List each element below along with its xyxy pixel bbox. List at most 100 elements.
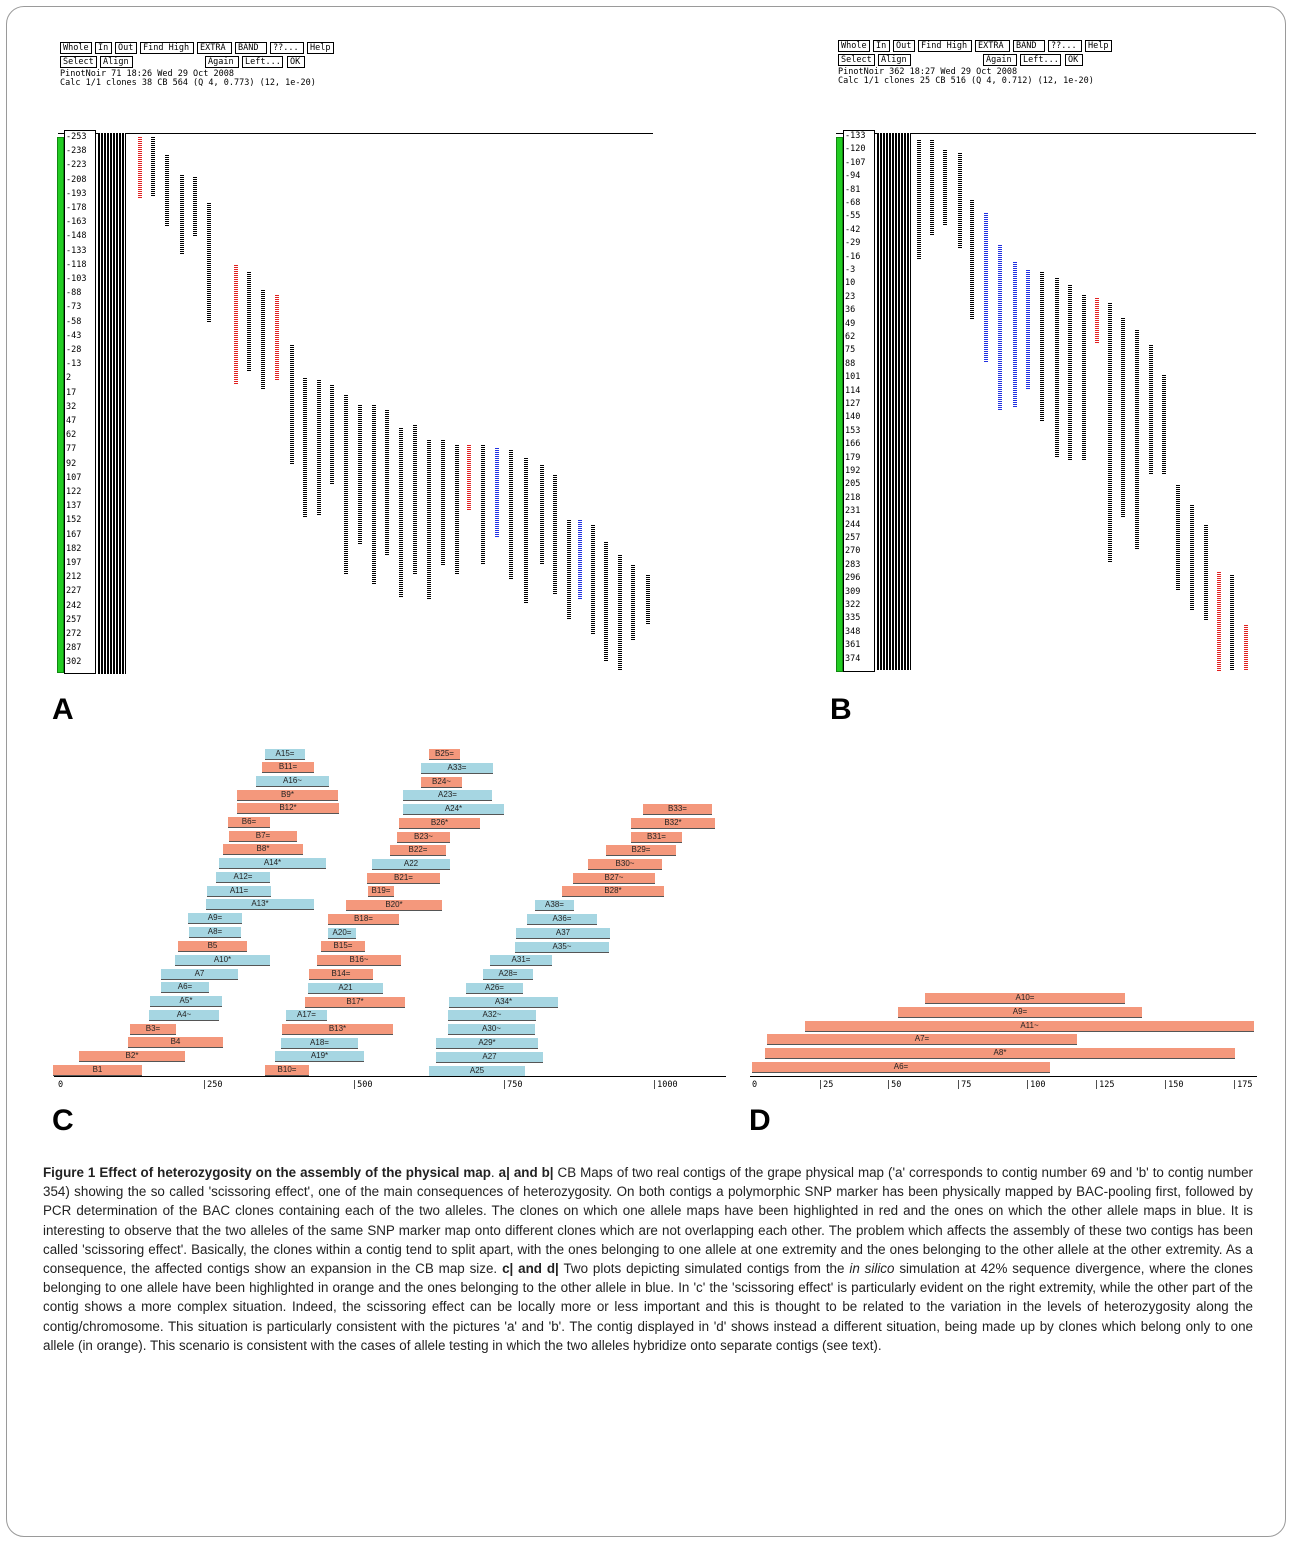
panel-c-clone: B5 [178, 941, 247, 952]
panelB-scale-label-31: 270 [845, 546, 861, 557]
panelA-scale-label-8: -133 [66, 245, 87, 256]
panel-a-clone-mark [138, 137, 142, 199]
panelB-button2-2[interactable]: Again [983, 54, 1017, 66]
panelB-scale-label-35: 322 [845, 600, 861, 610]
panelA-scale-label-10: -103 [66, 274, 87, 284]
panelA-button2-1[interactable]: Align [100, 56, 133, 68]
panelB-button-7[interactable]: Help [1085, 40, 1112, 52]
panelA-button-0[interactable]: Whole [60, 42, 92, 54]
panel-c-clone: B16~ [317, 955, 401, 966]
panel-c-clone: B15= [321, 941, 365, 952]
panel-c-clone: A8= [189, 927, 241, 938]
panelB-scale-label-24: 179 [845, 452, 861, 463]
panel-c-clone: A21 [308, 983, 383, 994]
panel-d-clone: A10= [925, 993, 1125, 1004]
panelA-button-1[interactable]: In [95, 42, 112, 54]
panelA-scale-label-9: -118 [66, 259, 87, 270]
panel-b-clone-mark [1121, 318, 1125, 518]
panel-a-letter: A [52, 693, 74, 726]
panel-b-clone-mark [1162, 375, 1166, 475]
panel-c-clone: A35~ [515, 942, 609, 953]
panelA-button-3[interactable]: Find High [140, 42, 194, 54]
panelB-button2-3[interactable]: Left... [1020, 54, 1061, 66]
panelB-button2-1[interactable]: Align [878, 54, 911, 66]
panel-a-clone-mark [540, 465, 544, 565]
panel-c-clone: B14= [309, 969, 373, 980]
panel-a-clone-mark [372, 405, 376, 585]
figure-caption: Figure 1 Effect of heterozygosity on the… [43, 1165, 1253, 1353]
panelA-button-5[interactable]: BAND [235, 42, 267, 54]
panel-b: Whole In Out Find High EXTRA BAND??... Help Sel… [0, 0, 1292, 730]
panel-d-clone: A8* [765, 1048, 1235, 1059]
panel-b-clone-mark [998, 245, 1002, 410]
panel-a-clone-mark [290, 345, 294, 465]
panelB-scale-label-27: 218 [845, 492, 861, 503]
panel-d-axis-tick: |150 [1163, 1080, 1184, 1090]
panel-c-clone: B20* [346, 900, 442, 911]
panel-c-clone: A36= [527, 914, 597, 925]
panel-d-letter: D [749, 1104, 771, 1137]
panel-d-axis-tick: |50 [886, 1080, 902, 1090]
panel-a-clone-mark [618, 555, 622, 670]
panelB-button-4[interactable]: EXTRA [975, 40, 1010, 52]
panel-c-clone: A28= [483, 969, 533, 980]
panel-b-clone-mark [1230, 575, 1234, 670]
panel-c-clone: B18= [328, 914, 399, 925]
panelB-button-3[interactable]: Find High [918, 40, 972, 52]
panelB-button2-4[interactable]: OK [1065, 54, 1083, 66]
panel-c-clone: B21= [367, 873, 440, 884]
panel-b-info-line1: PinotNoir 362 18:27 Wed 29 Oct 2008 [838, 67, 1018, 77]
panelB-button2-0[interactable]: Select [838, 54, 875, 66]
panelA-scale-label-16: -13 [66, 359, 82, 370]
panel-a-clone-mark [591, 525, 595, 635]
panelA-button-7[interactable]: Help [307, 42, 334, 54]
panelA-scale-label-20: 47 [66, 416, 77, 426]
panel-c-clone: B22= [390, 845, 446, 856]
panelA-scale-label-3: -208 [66, 174, 87, 185]
panelA-scale-label-35: 272 [66, 629, 82, 639]
panelB-button-2[interactable]: Out [893, 40, 915, 52]
panel-c-clone: B12* [237, 803, 339, 814]
panel-c-axis [54, 1076, 726, 1077]
panelA-scale-label-1: -238 [66, 146, 87, 157]
panel-c-clone: A34* [449, 997, 558, 1008]
panel-d: A10= A9= A11~ A7= A8* A6= 0 |25 |50 |75 |100 |125 |… [749, 993, 1257, 1137]
panelB-button-0[interactable]: Whole [838, 40, 870, 52]
panelB-scale-label-11: 10 [845, 278, 856, 289]
figure-frame [6, 6, 1286, 1537]
panel-a-header-rule [58, 133, 653, 134]
panelB-scale-label-30: 257 [845, 533, 861, 543]
panel-b-clone-mark [1217, 572, 1221, 672]
panelB-button-5[interactable]: BAND [1013, 40, 1045, 52]
panel-b-contig-bar [836, 137, 843, 672]
panel-a-clone-mark [247, 272, 251, 372]
panelA-button2-2[interactable]: Again [205, 56, 239, 68]
panel-d-axis [750, 1076, 1257, 1077]
panelA-button-6[interactable]: ??... [270, 42, 304, 54]
panel-a-clone-mark [567, 520, 571, 620]
panelA-button-4[interactable]: EXTRA [197, 42, 232, 54]
panel-c-clone: A20= [328, 928, 356, 939]
panelB-scale-label-9: -16 [845, 251, 861, 262]
panel-a-clone-mark [165, 155, 169, 227]
panelB-scale-label-36: 335 [845, 613, 861, 624]
panelA-button-2[interactable]: Out [115, 42, 137, 54]
panel-c-letter: C [52, 1104, 74, 1137]
panelB-scale-label-32: 283 [845, 559, 861, 570]
panelB-scale-label-19: 114 [845, 385, 861, 396]
panel-d-axis-tick: |125 [1094, 1080, 1115, 1090]
panel-d-clone: A6= [752, 1062, 1050, 1073]
panelA-button2-0[interactable]: Select [60, 56, 97, 68]
panel-c-clone: A37 [516, 928, 610, 939]
panelB-scale-label-25: 192 [845, 466, 861, 476]
panel-c-clone: B24~ [421, 777, 462, 788]
panelA-scale-label-31: 212 [66, 572, 82, 583]
panelB-button-6[interactable]: ??... [1048, 40, 1082, 52]
panel-c-axis-tick: |1000 [652, 1080, 678, 1090]
panelA-button2-3[interactable]: Left... [242, 56, 283, 68]
panelA-button2-4[interactable]: OK [287, 56, 305, 68]
panelA-scale-label-24: 107 [66, 472, 82, 483]
panel-d-axis-tick: |25 [818, 1080, 834, 1090]
panel-c-clone: A29* [436, 1038, 538, 1049]
panelB-button-1[interactable]: In [873, 40, 890, 52]
